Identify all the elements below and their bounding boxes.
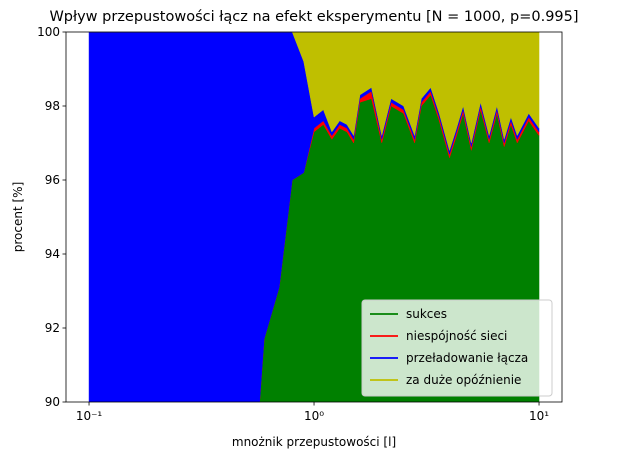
y-tick-label: 96 — [45, 173, 60, 187]
legend-label: przeładowanie łącza — [406, 351, 528, 365]
x-tick-label: 10⁰ — [304, 409, 324, 423]
x-tick-label: 10⁻¹ — [76, 409, 103, 423]
legend-label: niespójność sieci — [406, 329, 507, 343]
x-axis-label: mnożnik przepustowości [l] — [232, 435, 396, 449]
x-tick-label: 10¹ — [529, 409, 549, 423]
legend-label: za duże opóźnienie — [406, 373, 521, 387]
y-tick-label: 98 — [45, 99, 60, 113]
y-tick-label: 94 — [45, 247, 60, 261]
legend: sukces niespójność sieci przeładowanie łąc… — [361, 299, 553, 397]
y-axis-label: procent [%] — [11, 182, 25, 253]
legend-box — [361, 299, 553, 397]
legend-label: sukces — [406, 307, 447, 321]
area — [89, 32, 540, 152]
chart-title: Wpływ przepustowości łącz na efekt ekspe… — [49, 9, 578, 25]
plot-area — [88, 32, 540, 402]
y-tick-label: 92 — [45, 321, 60, 335]
y-tick-label: 100 — [37, 25, 60, 39]
y-tick-label: 90 — [45, 395, 60, 409]
